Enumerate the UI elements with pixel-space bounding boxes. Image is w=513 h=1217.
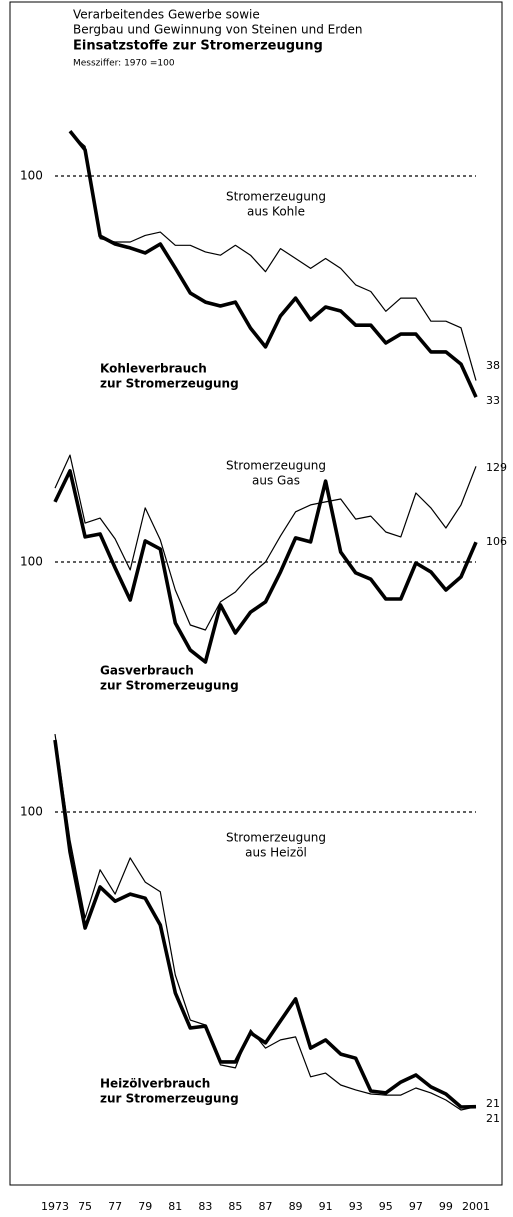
title-line: Verarbeitendes Gewerbe sowie (73, 8, 260, 22)
end-value-label: 38 (486, 359, 500, 372)
y-tick-label: 100 (20, 805, 43, 819)
x-tick-label: 99 (439, 1200, 453, 1213)
x-tick-label: 2001 (462, 1200, 490, 1213)
subtitle: Einsatzstoffe zur Stromerzeugung (73, 39, 323, 54)
series-line (69, 132, 477, 381)
x-tick-label: 91 (319, 1200, 333, 1213)
series-line (53, 469, 478, 664)
series-label: Heizölverbrauch (100, 1077, 210, 1091)
x-tick-label: 79 (138, 1200, 152, 1213)
x-tick-label: 95 (379, 1200, 393, 1213)
series-line (53, 739, 477, 1109)
series-label: Kohleverbrauch (100, 362, 207, 376)
series-label: Stromerzeugung (226, 831, 326, 845)
series-label: zur Stromerzeugung (100, 1092, 239, 1106)
y-tick-label: 100 (20, 169, 43, 183)
series-label: aus Heizöl (245, 846, 307, 860)
end-value-label: 129 (486, 461, 507, 474)
series-line (54, 734, 477, 1111)
series-line (68, 129, 478, 398)
x-tick-label: 89 (289, 1200, 303, 1213)
x-tick-label: 83 (198, 1200, 212, 1213)
series-line (54, 454, 477, 631)
frame (9, 1, 503, 1186)
series-label: zur Stromerzeugung (100, 679, 239, 693)
x-tick-label: 75 (78, 1200, 92, 1213)
series-label: zur Stromerzeugung (100, 377, 239, 391)
series-label: aus Kohle (247, 205, 305, 219)
x-tick-label: 87 (259, 1200, 273, 1213)
title-line: Bergbau und Gewinnung von Steinen und Er… (73, 23, 363, 37)
end-value-label: 21 (486, 1112, 500, 1125)
x-tick-label: 77 (108, 1200, 122, 1213)
series-label: Gasverbrauch (100, 664, 194, 678)
series-label: aus Gas (252, 474, 300, 488)
y-tick-label: 100 (20, 555, 43, 569)
x-tick-label: 1973 (41, 1200, 69, 1213)
end-value-label: 106 (486, 535, 507, 548)
x-tick-label: 97 (409, 1200, 423, 1213)
x-tick-label: 81 (168, 1200, 182, 1213)
end-value-label: 21 (486, 1097, 500, 1110)
end-value-label: 33 (486, 394, 500, 407)
x-tick-label: 93 (349, 1200, 363, 1213)
series-label: Stromerzeugung (226, 459, 326, 473)
x-tick-label: 85 (228, 1200, 242, 1213)
series-label: Stromerzeugung (226, 190, 326, 204)
note: Messziffer: 1970 =100 (73, 59, 175, 69)
